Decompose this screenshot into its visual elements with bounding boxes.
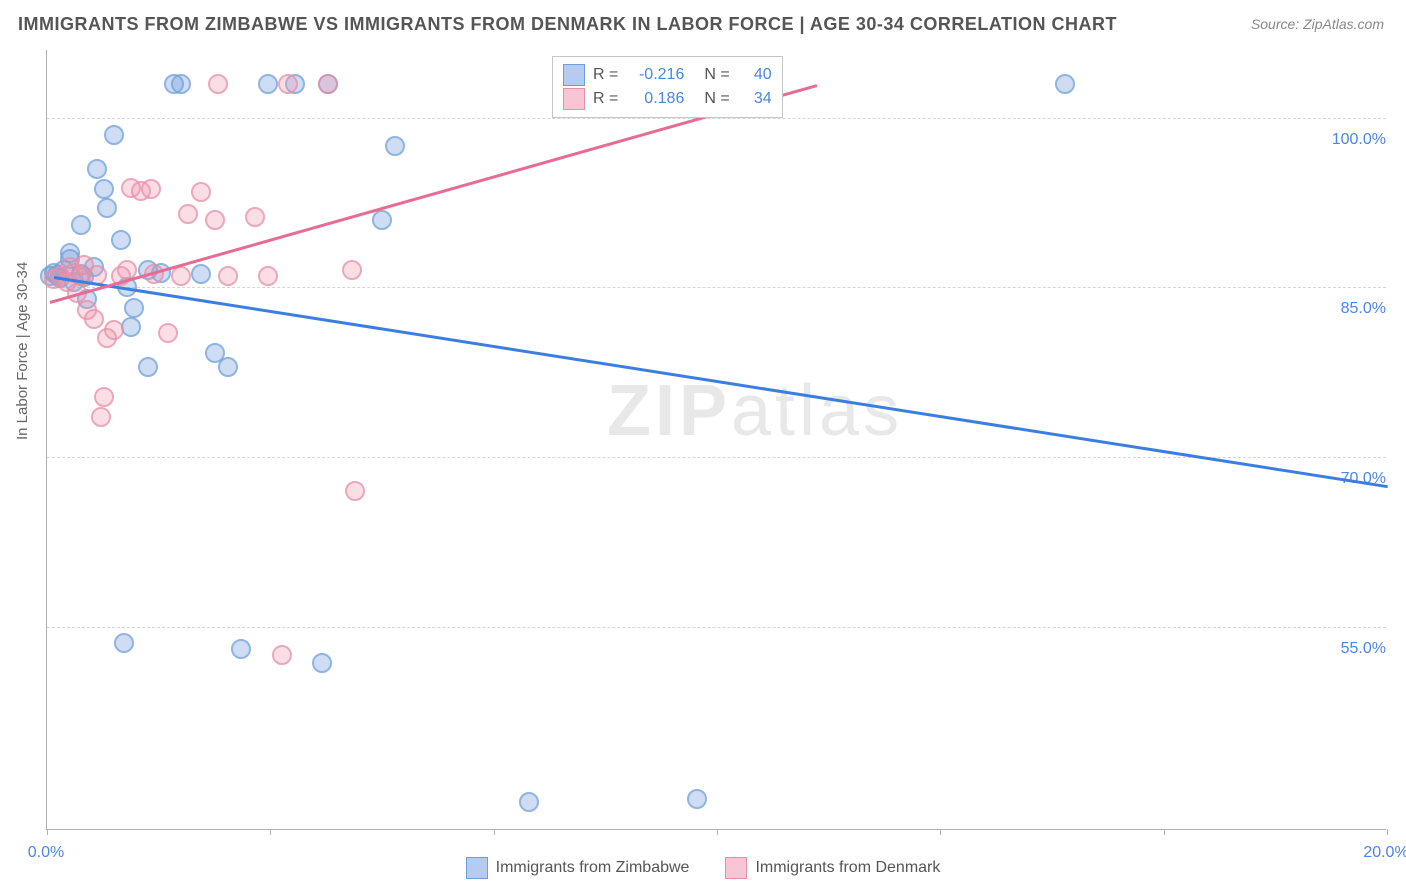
data-point bbox=[687, 789, 707, 809]
plot-area: ZIPatlas 55.0%70.0%85.0%100.0% bbox=[46, 50, 1386, 830]
chart-title: IMMIGRANTS FROM ZIMBABWE VS IMMIGRANTS F… bbox=[18, 14, 1117, 35]
trend-line bbox=[53, 276, 1387, 488]
n-label: N = bbox=[704, 87, 729, 111]
data-point bbox=[191, 182, 211, 202]
x-tick-label: 0.0% bbox=[28, 844, 64, 862]
data-point bbox=[208, 74, 228, 94]
legend-label: Immigrants from Denmark bbox=[755, 859, 940, 877]
n-value: 40 bbox=[738, 63, 772, 87]
data-point bbox=[94, 179, 114, 199]
data-point bbox=[114, 633, 134, 653]
data-point bbox=[138, 357, 158, 377]
n-value: 34 bbox=[738, 87, 772, 111]
swatch-icon bbox=[563, 64, 585, 86]
watermark: ZIPatlas bbox=[607, 370, 903, 452]
legend-item: Immigrants from Zimbabwe bbox=[466, 857, 690, 879]
x-tick-label: 20.0% bbox=[1363, 844, 1406, 862]
r-value: -0.216 bbox=[626, 63, 684, 87]
data-point bbox=[171, 266, 191, 286]
x-tick bbox=[940, 829, 941, 835]
data-point bbox=[519, 792, 539, 812]
stats-box: R = -0.216 N = 40 R = 0.186 N = 34 bbox=[552, 56, 783, 118]
data-point bbox=[1055, 74, 1075, 94]
x-tick bbox=[1164, 829, 1165, 835]
data-point bbox=[258, 74, 278, 94]
data-point bbox=[385, 136, 405, 156]
data-point bbox=[272, 645, 292, 665]
data-point bbox=[97, 198, 117, 218]
data-point bbox=[104, 320, 124, 340]
swatch-icon bbox=[725, 857, 747, 879]
x-tick bbox=[270, 829, 271, 835]
data-point bbox=[171, 74, 191, 94]
data-point bbox=[91, 407, 111, 427]
y-tick-label: 100.0% bbox=[1312, 131, 1390, 149]
data-point bbox=[318, 74, 338, 94]
x-tick bbox=[1387, 829, 1388, 835]
data-point bbox=[372, 210, 392, 230]
r-value: 0.186 bbox=[626, 87, 684, 111]
data-point bbox=[191, 264, 211, 284]
data-point bbox=[124, 298, 144, 318]
y-tick-label: 85.0% bbox=[1312, 300, 1390, 318]
n-label: N = bbox=[704, 63, 729, 87]
legend-label: Immigrants from Zimbabwe bbox=[496, 859, 690, 877]
data-point bbox=[104, 125, 124, 145]
data-point bbox=[121, 317, 141, 337]
data-point bbox=[278, 74, 298, 94]
gridline bbox=[47, 457, 1386, 458]
data-point bbox=[342, 260, 362, 280]
data-point bbox=[111, 230, 131, 250]
legend-item: Immigrants from Denmark bbox=[725, 857, 940, 879]
data-point bbox=[345, 481, 365, 501]
r-label: R = bbox=[593, 87, 618, 111]
data-point bbox=[178, 204, 198, 224]
data-point bbox=[258, 266, 278, 286]
data-point bbox=[158, 323, 178, 343]
data-point bbox=[245, 207, 265, 227]
x-tick bbox=[47, 829, 48, 835]
r-label: R = bbox=[593, 63, 618, 87]
swatch-icon bbox=[466, 857, 488, 879]
swatch-icon bbox=[563, 88, 585, 110]
stats-row: R = -0.216 N = 40 bbox=[563, 63, 772, 87]
y-axis-title: In Labor Force | Age 30-34 bbox=[14, 262, 31, 440]
x-tick bbox=[494, 829, 495, 835]
y-tick-label: 55.0% bbox=[1312, 640, 1390, 658]
data-point bbox=[94, 387, 114, 407]
data-point bbox=[218, 266, 238, 286]
gridline bbox=[47, 627, 1386, 628]
data-point bbox=[312, 653, 332, 673]
data-point bbox=[218, 357, 238, 377]
data-point bbox=[205, 210, 225, 230]
source-label: Source: ZipAtlas.com bbox=[1251, 16, 1384, 32]
x-tick bbox=[717, 829, 718, 835]
legend: Immigrants from Zimbabwe Immigrants from … bbox=[0, 857, 1406, 884]
data-point bbox=[231, 639, 251, 659]
data-point bbox=[84, 309, 104, 329]
data-point bbox=[87, 159, 107, 179]
data-point bbox=[141, 179, 161, 199]
gridline bbox=[47, 287, 1386, 288]
data-point bbox=[71, 215, 91, 235]
stats-row: R = 0.186 N = 34 bbox=[563, 87, 772, 111]
